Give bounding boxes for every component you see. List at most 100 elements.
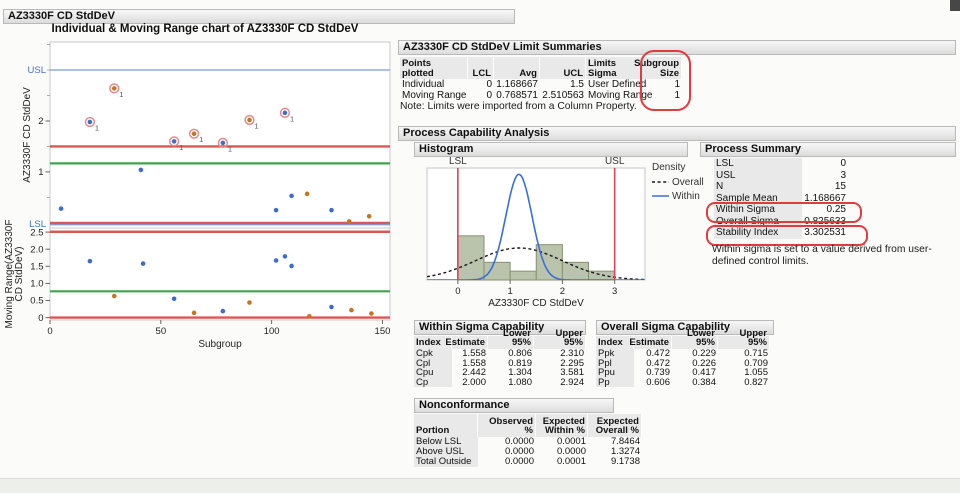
out-of-control-ring xyxy=(84,116,96,128)
within-density-curve xyxy=(427,173,645,280)
individual-point xyxy=(138,167,144,173)
row-value: 0.739 xyxy=(646,367,670,379)
histogram-bar xyxy=(457,235,485,281)
individual-point xyxy=(87,119,93,125)
row-label: USL xyxy=(714,169,802,181)
row-label: Cpk xyxy=(414,349,452,359)
outline-title-bar[interactable]: AZ3330F CD StdDeV xyxy=(3,9,515,24)
row-value: 0.806 xyxy=(508,348,532,359)
row-label: Overall Sigma xyxy=(714,215,802,227)
moving-range-point xyxy=(329,304,334,310)
moving-range-point xyxy=(220,308,226,314)
row-value: 1.168667 xyxy=(804,192,846,204)
row-label: Ppl xyxy=(596,358,634,369)
moving-range-point xyxy=(282,254,288,259)
moving-range-plot-area xyxy=(49,227,391,321)
row-value: 0.606 xyxy=(646,376,670,388)
column-header: Estimate xyxy=(629,336,672,349)
ooc-flag-label: 1 xyxy=(199,135,203,144)
individual-point xyxy=(282,110,288,116)
overall-density-curve xyxy=(427,247,645,280)
row-value: 0.0000 xyxy=(504,456,534,467)
row-value: 1.168667 xyxy=(496,79,538,90)
mr-y-axis-label-line2: CD StdDeV) xyxy=(14,246,25,301)
ooc-flag-label: 1 xyxy=(290,114,294,123)
ooc-flag-label: 1 xyxy=(179,143,183,152)
row-value: 0.827 xyxy=(744,376,768,388)
individual-point xyxy=(304,191,310,197)
individual-point xyxy=(346,219,352,224)
ooc-flag-label: 1 xyxy=(119,90,123,99)
row-value: 7.8464 xyxy=(610,436,640,447)
row-label: Ppk xyxy=(596,349,634,359)
overall-capability-header[interactable]: Overall Sigma Capability xyxy=(596,320,774,335)
individual-point xyxy=(171,139,177,144)
process-summary-header[interactable]: Process Summary xyxy=(700,142,956,157)
row-value: 0 xyxy=(486,90,492,101)
row-value: 15 xyxy=(834,181,846,192)
row-value: 0.709 xyxy=(744,357,768,369)
column-header: Lower 95% xyxy=(672,329,718,349)
imr-chart: 1 1 1 1 1 1 1 1 2 USL LSL AZ3330F CD StdDeV 0 0.5 1.0 1… xyxy=(4,41,391,350)
ooc-flag-label: 1 xyxy=(228,144,232,153)
within-capability-table: IndexEstimateLower 95%Upper 95% Cpk 1.558 0… xyxy=(414,329,586,388)
column-header: Index xyxy=(414,336,452,349)
nonconformance-table: Portion Observed % Expected Within % Expect… xyxy=(414,414,642,467)
row-value: 1 xyxy=(674,90,680,101)
row-value: 1.558 xyxy=(462,348,486,359)
row-value: 3.302531 xyxy=(804,227,846,238)
moving-range-point xyxy=(247,300,252,305)
column-header: Subgroup Size xyxy=(634,57,682,79)
row-value: 0 xyxy=(486,79,492,90)
column-header: LCL xyxy=(468,57,494,79)
row-value: 0.0000 xyxy=(504,446,534,457)
row-value: 0.0001 xyxy=(556,456,586,467)
row-label: Total Outside xyxy=(414,457,478,467)
x-tick-label: 100 xyxy=(264,326,280,337)
process-capability-header[interactable]: Process Capability Analysis xyxy=(398,126,956,141)
row-value: 1.558 xyxy=(462,357,486,369)
row-value: 0.384 xyxy=(692,376,716,388)
usl-label: USL xyxy=(28,65,46,76)
row-value: 1.3274 xyxy=(610,446,640,457)
row-label: Cp xyxy=(414,378,452,388)
individual-y-axis-label: AZ3330F CD StdDeV xyxy=(22,87,33,183)
moving-range-point xyxy=(289,263,294,269)
histogram-bar xyxy=(561,261,590,281)
column-header: Expected Within % xyxy=(536,414,588,437)
row-value: User Defined xyxy=(588,79,647,90)
legend-title: Density xyxy=(652,162,685,173)
row-value: 1.080 xyxy=(508,376,532,388)
histogram-bar xyxy=(483,261,511,281)
nonconformance-header[interactable]: Nonconformance xyxy=(414,398,614,413)
row-value: 1.5 xyxy=(570,79,584,90)
row-value: 2.442 xyxy=(462,367,486,379)
column-header: Upper 95% xyxy=(718,329,770,349)
capability-histogram: LSL USL 0 1 2 3 AZ3330F CD StdDeV Density Overal… xyxy=(426,156,704,308)
row-value: 0.0000 xyxy=(504,436,534,447)
mr-y-tick-label: 2.0 xyxy=(30,244,43,255)
histogram-header[interactable]: Histogram xyxy=(414,142,688,157)
mr-y-axis-label-line1: Moving Range(AZ3330F xyxy=(4,220,15,329)
row-label: Moving Range xyxy=(402,90,467,101)
imr-chart-title: Individual & Moving Range chart of AZ333… xyxy=(51,23,359,35)
row-value: 0.226 xyxy=(692,357,716,369)
usl-spec-line-label: USL xyxy=(605,156,625,167)
limit-summaries-header[interactable]: AZ3330F CD StdDeV Limit Summaries xyxy=(398,40,956,55)
row-value: 0.819 xyxy=(508,357,532,369)
within-capability-header[interactable]: Within Sigma Capability xyxy=(414,320,586,335)
column-header: Observed % xyxy=(478,414,536,437)
row-value: 0.768571 xyxy=(496,90,538,101)
individual-y-tick-label: 2 xyxy=(38,116,43,127)
row-label: Sample Mean xyxy=(714,192,802,204)
individual-point xyxy=(273,207,279,213)
mr-y-tick-label: 2.5 xyxy=(30,227,43,238)
row-label: Below LSL xyxy=(414,437,478,447)
individual-point xyxy=(329,207,334,213)
bottom-strip xyxy=(0,478,960,493)
process-summary-note: Within sigma is set to a value derived f… xyxy=(712,244,932,267)
row-label: LSL xyxy=(714,158,802,170)
row-value: 0.472 xyxy=(646,357,670,369)
mr-y-tick-label: 1.0 xyxy=(30,279,43,290)
row-label: Pp xyxy=(596,378,634,388)
